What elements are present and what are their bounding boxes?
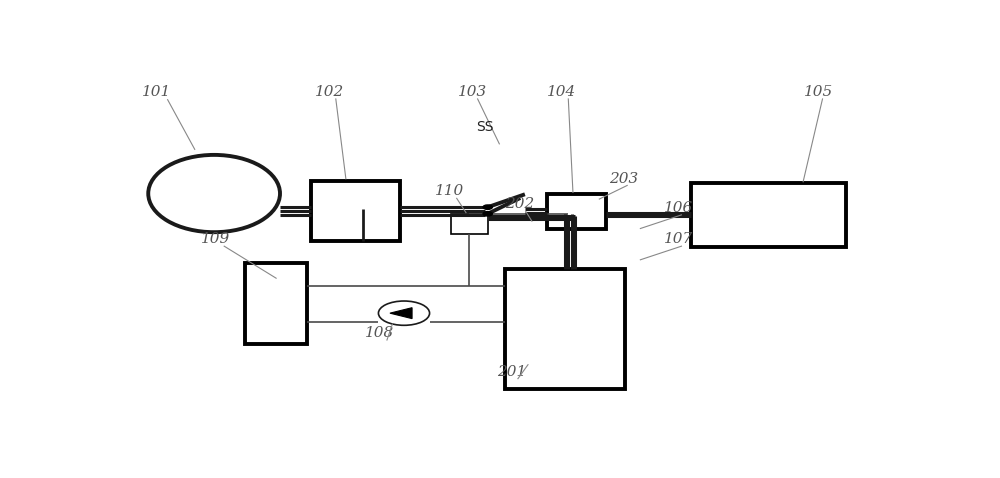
- Text: 104: 104: [547, 85, 577, 99]
- Bar: [450, 214, 488, 234]
- Bar: [311, 181, 400, 241]
- Bar: [547, 194, 606, 228]
- Text: 101: 101: [142, 85, 171, 99]
- Circle shape: [483, 212, 492, 216]
- Text: 110: 110: [435, 185, 464, 198]
- Text: 102: 102: [315, 85, 344, 99]
- Text: SS: SS: [476, 120, 494, 134]
- Text: 203: 203: [609, 172, 639, 185]
- Text: 109: 109: [201, 232, 230, 246]
- Text: 201: 201: [497, 365, 526, 379]
- Bar: [505, 269, 625, 389]
- Text: 107: 107: [664, 232, 693, 246]
- Bar: [691, 183, 846, 247]
- Text: 202: 202: [505, 197, 534, 211]
- Text: 106: 106: [664, 201, 693, 215]
- Text: 103: 103: [458, 85, 488, 99]
- Bar: [245, 263, 307, 345]
- Ellipse shape: [148, 155, 280, 232]
- Text: 108: 108: [365, 326, 394, 340]
- Circle shape: [483, 205, 492, 209]
- Text: 105: 105: [804, 85, 833, 99]
- Circle shape: [378, 301, 430, 326]
- Polygon shape: [390, 308, 412, 319]
